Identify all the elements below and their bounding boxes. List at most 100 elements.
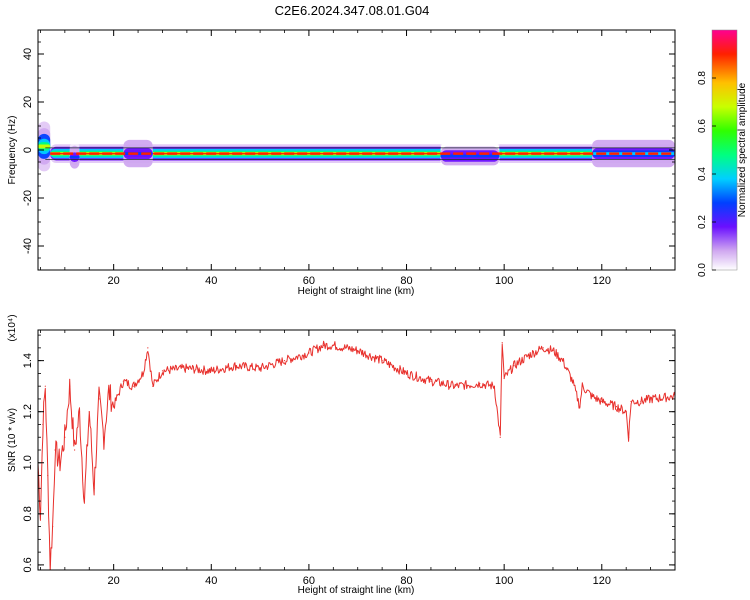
colorbar-tick-label: 0.0 xyxy=(697,263,708,277)
colorbar-frame xyxy=(711,29,738,271)
snr-data-point xyxy=(64,436,66,438)
snr-data-point xyxy=(493,385,495,387)
spectrogram-xlabel: Height of straight line (km) xyxy=(298,286,415,297)
x-tick-label: 100 xyxy=(495,275,513,287)
snr-data-point xyxy=(78,411,81,413)
colorbar: 0.0 0.2 0.4 0.6 0.8 Normalized spectral ampl… xyxy=(697,29,748,277)
snr-xlabel: Height of straight line (km) xyxy=(298,585,415,596)
y-tick-label: 1.0 xyxy=(22,455,34,470)
snr-data-point xyxy=(562,360,564,362)
snr-data-point xyxy=(513,365,515,367)
snr-frame xyxy=(37,329,676,571)
snr-data-point xyxy=(108,390,110,392)
snr-data-point xyxy=(628,436,630,438)
snr-data-point xyxy=(54,449,56,451)
snr-panel: 20 40 60 80 100 120 0.6 0.8 1.0 1.2 1.4 Height of… xyxy=(7,314,676,596)
snr-data-point xyxy=(552,349,554,352)
snr-data-point xyxy=(47,474,49,477)
snr-data-point xyxy=(405,372,408,375)
snr-data-point xyxy=(503,377,505,380)
y-tick-label: 0.8 xyxy=(22,506,34,521)
snr-data-point xyxy=(630,400,632,403)
x-tick-label: 60 xyxy=(303,575,315,587)
x-tick-label: 120 xyxy=(593,275,611,287)
snr-data-point xyxy=(152,385,154,387)
snr-data-point xyxy=(615,405,618,408)
snr-data-point xyxy=(147,347,149,349)
snr-data-point xyxy=(625,411,627,413)
snr-data-point xyxy=(49,564,51,566)
x-tick-label: 60 xyxy=(303,275,315,287)
chart-title: C2E6.2024.347.08.01.G04 xyxy=(275,3,430,18)
snr-x-ticks: 20 40 60 80 100 120 xyxy=(40,330,676,587)
snr-data-point xyxy=(142,372,144,375)
spectral-ridge-band xyxy=(38,144,51,149)
y-tick-label: 1.4 xyxy=(22,353,34,368)
y-tick-label: 20 xyxy=(22,96,34,108)
snr-data-point xyxy=(357,349,359,352)
x-tick-label: 80 xyxy=(400,275,412,287)
spectrogram-y-ticks: -40 -20 0 20 40 xyxy=(22,29,675,271)
snr-data-point xyxy=(235,365,237,367)
snr-data-point xyxy=(527,354,530,357)
snr-data-point xyxy=(52,525,54,528)
y-tick-label: 0 xyxy=(22,147,34,153)
spectrogram-x-ticks: 20 40 60 80 100 120 xyxy=(40,30,676,287)
snr-data-point xyxy=(44,385,46,387)
x-tick-label: 100 xyxy=(495,575,513,587)
snr-data-point xyxy=(42,423,44,426)
colorbar-gradient xyxy=(712,30,737,270)
snr-data-point xyxy=(430,380,432,382)
y-tick-label: -20 xyxy=(22,190,34,206)
snr-data-point xyxy=(98,398,100,400)
y-tick-label: 1.2 xyxy=(22,404,34,419)
spectrogram-ylabel: Frequency (Hz) xyxy=(7,116,18,185)
snr-data-point xyxy=(581,385,583,387)
snr-data-point xyxy=(601,400,603,403)
x-tick-label: 120 xyxy=(593,575,611,587)
snr-data-point xyxy=(479,383,481,385)
snr-data-point xyxy=(571,380,574,382)
snr-data-point xyxy=(59,462,61,464)
spectrogram-plot-area xyxy=(38,121,675,175)
y-tick-label: -40 xyxy=(22,238,34,254)
snr-data-point xyxy=(88,411,90,413)
colorbar-tick-label: 0.2 xyxy=(697,215,708,229)
snr-multiplier: (x10⁴) xyxy=(7,314,18,341)
snr-data-point xyxy=(499,436,501,438)
snr-data-point xyxy=(161,370,164,372)
snr-data-point xyxy=(454,385,456,387)
y-tick-label: 0.6 xyxy=(22,557,34,572)
snr-data-point xyxy=(93,487,95,489)
snr-y-ticks: 0.6 0.8 1.0 1.2 1.4 xyxy=(22,334,675,573)
snr-data-point xyxy=(210,370,212,372)
spectral-ridge-band xyxy=(69,156,80,159)
x-tick-label: 20 xyxy=(108,275,120,287)
colorbar-ticks: 0.0 0.2 0.4 0.6 0.8 xyxy=(697,71,716,277)
snr-data-point xyxy=(649,398,652,400)
snr-data-point xyxy=(113,405,115,408)
snr-data-point xyxy=(122,380,125,382)
snr-data-point xyxy=(322,344,325,346)
snr-data-point xyxy=(542,347,544,349)
y-tick-label: 40 xyxy=(22,48,34,60)
colorbar-tick-label: 0.6 xyxy=(697,119,708,133)
snr-data-point xyxy=(640,400,642,403)
snr-data-point xyxy=(259,367,261,369)
snr-plot-area xyxy=(38,340,675,570)
x-tick-label: 20 xyxy=(108,575,120,587)
spectral-ridge-band xyxy=(440,154,500,158)
snr-data-point xyxy=(501,342,503,344)
snr-data-point xyxy=(69,385,71,387)
snr-series-line xyxy=(38,340,675,570)
snr-data-point xyxy=(103,436,105,438)
snr-data-point xyxy=(579,405,581,408)
snr-data-point xyxy=(381,360,383,362)
snr-data-point xyxy=(74,449,76,451)
snr-data-point xyxy=(308,352,310,354)
snr-data-point xyxy=(283,360,286,362)
colorbar-tick-label: 0.8 xyxy=(697,71,708,85)
x-tick-label: 40 xyxy=(205,275,217,287)
snr-data-point xyxy=(83,500,85,502)
